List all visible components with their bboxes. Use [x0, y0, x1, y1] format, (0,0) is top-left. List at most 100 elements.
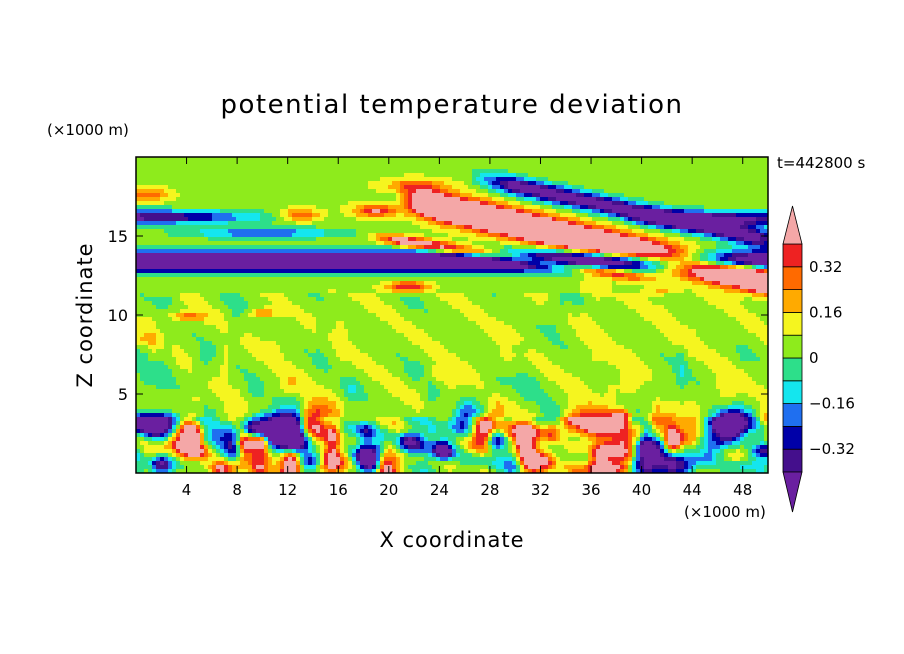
field-cell: [348, 201, 401, 206]
field-cell: [764, 421, 768, 426]
field-cell: [656, 421, 677, 426]
field-cell: [544, 353, 593, 358]
x-tick-label: 36: [581, 481, 600, 499]
field-cell: [644, 285, 709, 290]
field-cell: [764, 469, 768, 473]
field-cell: [424, 173, 473, 178]
field-cell: [368, 465, 373, 470]
field-cell: [648, 237, 657, 242]
field-cell: [596, 433, 629, 438]
field-cell: [356, 233, 369, 238]
field-cell: [716, 417, 745, 422]
field-cell: [300, 401, 305, 406]
field-cell: [244, 309, 253, 314]
field-cell: [404, 437, 409, 442]
field-cell: [284, 461, 297, 466]
field-cell: [716, 429, 741, 434]
field-cell: [328, 433, 337, 438]
field-cell: [628, 201, 637, 206]
field-cell: [520, 181, 529, 186]
field-cell: [340, 425, 345, 430]
field-cell: [700, 417, 705, 422]
field-cell: [752, 261, 768, 266]
field-cell: [380, 453, 385, 458]
field-cell: [244, 457, 253, 462]
field-cell: [424, 373, 433, 378]
field-cell: [664, 225, 673, 230]
field-cell: [516, 425, 533, 430]
field-cell: [180, 293, 201, 298]
field-cell: [752, 413, 757, 418]
field-cell: [264, 457, 269, 462]
field-cell: [668, 241, 681, 246]
field-cell: [392, 445, 397, 450]
field-cell: [588, 385, 609, 390]
field-cell: [536, 433, 541, 438]
field-cell: [484, 441, 489, 446]
field-cell: [736, 433, 741, 438]
field-cell: [640, 265, 649, 270]
field-cell: [380, 421, 393, 426]
field-cell: [344, 393, 369, 398]
field-cell: [176, 441, 201, 446]
field-cell: [280, 381, 289, 386]
field-cell: [360, 209, 365, 214]
field-cell: [628, 305, 665, 310]
field-cell: [756, 469, 765, 473]
field-cell: [248, 389, 265, 394]
field-cell: [136, 337, 141, 342]
field-cell: [696, 433, 701, 438]
field-cell: [332, 389, 345, 394]
field-cell: [320, 409, 333, 414]
field-cell: [456, 437, 465, 442]
field-cell: [584, 225, 593, 230]
field-cell: [632, 257, 641, 262]
field-cell: [316, 437, 321, 442]
field-cell: [252, 433, 257, 438]
field-cell: [328, 457, 341, 462]
field-cell: [308, 401, 337, 406]
field-cell: [596, 269, 605, 274]
field-cell: [344, 321, 389, 326]
field-cell: [260, 337, 329, 342]
field-cell: [224, 353, 229, 358]
field-cell: [700, 449, 709, 454]
field-cell: [324, 461, 329, 466]
field-cell: [644, 381, 677, 386]
field-cell: [256, 373, 277, 378]
field-cell: [660, 257, 685, 262]
field-cell: [552, 465, 557, 470]
field-cell: [732, 361, 768, 366]
field-cell: [376, 449, 381, 454]
field-cell: [172, 413, 177, 418]
field-cell: [388, 237, 393, 242]
field-cell: [212, 389, 241, 394]
field-cell: [488, 229, 605, 234]
field-cell: [200, 353, 217, 358]
field-cell: [176, 417, 181, 422]
field-cell: [296, 405, 301, 410]
field-cell: [616, 341, 673, 346]
field-cell: [756, 397, 768, 402]
field-cell: [308, 437, 313, 442]
field-cell: [532, 469, 537, 473]
field-cell: [692, 281, 705, 286]
field-cell: [460, 425, 465, 430]
field-cell: [464, 401, 473, 406]
field-cell: [328, 213, 345, 218]
field-cell: [136, 169, 473, 174]
field-cell: [204, 425, 209, 430]
field-cell: [484, 409, 489, 414]
field-cell: [380, 317, 405, 322]
field-cell: [704, 277, 768, 282]
field-cell: [364, 429, 369, 434]
field-cell: [248, 401, 273, 406]
field-cell: [440, 297, 469, 302]
field-cell: [156, 457, 161, 462]
field-cell: [484, 249, 493, 254]
field-cell: [600, 249, 669, 254]
field-cell: [452, 177, 473, 182]
field-cell: [148, 433, 153, 438]
field-cell: [764, 241, 768, 246]
field-cell: [408, 201, 413, 206]
